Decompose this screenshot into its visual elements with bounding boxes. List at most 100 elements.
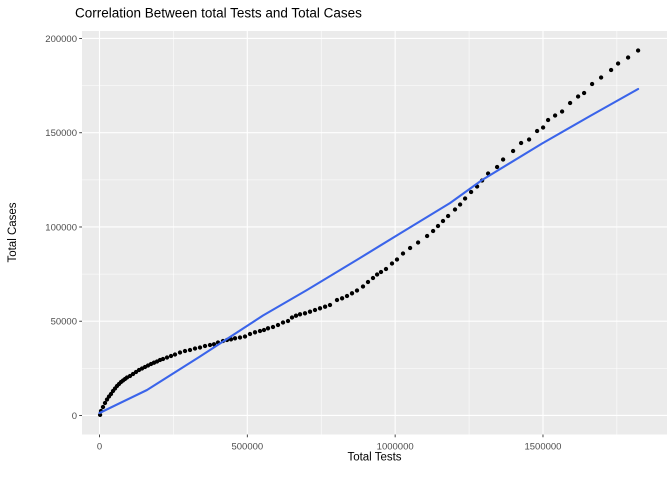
scatter-point (430, 228, 436, 234)
scatter-point (339, 296, 345, 301)
axis-tick-labels: 0 500000 1000000 1500000 0 50000 100000 150000 2… (45, 34, 561, 453)
y-axis-title: Total Cases (7, 202, 19, 262)
scatter-point (197, 345, 203, 350)
scatter-point (598, 75, 604, 80)
scatter-point (247, 331, 253, 337)
x-tick-label: 1000000 (377, 442, 414, 453)
scatter-point (275, 322, 281, 328)
scatter-point (354, 288, 360, 293)
scatter-point (344, 293, 350, 299)
scatter-points-layer (97, 48, 641, 418)
scatter-point (370, 275, 376, 281)
scatter-point (510, 148, 516, 154)
scatter-point (435, 223, 441, 229)
scatter-point (172, 352, 178, 357)
scatter-point (164, 355, 170, 360)
scatter-point (500, 157, 506, 162)
scatter-point (383, 266, 389, 272)
scatter-point (625, 55, 631, 60)
smooth-line-layer (98, 87, 640, 415)
scatter-point (202, 343, 208, 349)
scatter-point (457, 202, 463, 207)
y-tick-label: 50000 (51, 317, 77, 328)
scatter-point (302, 311, 308, 316)
scatter-point (265, 326, 271, 331)
scatter-point (182, 348, 188, 354)
scatter-point (545, 117, 551, 123)
scatter-point (289, 315, 295, 320)
scatter-point (452, 207, 458, 212)
major-gridlines (82, 31, 667, 435)
scatter-point (242, 334, 248, 339)
y-tick-label: 0 (72, 411, 77, 422)
smooth-line (98, 87, 640, 415)
scatter-point (285, 318, 291, 324)
scatter-point (280, 320, 286, 325)
scatter-point (635, 48, 641, 53)
y-tick-label: 200000 (45, 34, 77, 45)
scatter-point (360, 284, 366, 289)
scatter-point (322, 304, 328, 309)
x-axis-title: Total Tests (347, 452, 401, 464)
chart-title: Correlation Between total Tests and Tota… (75, 6, 362, 21)
scatter-point (581, 90, 587, 96)
scatter-point (374, 272, 380, 277)
scatter-point (559, 109, 565, 114)
scatter-point (187, 347, 193, 353)
scatter-point (440, 218, 446, 224)
scatter-point (334, 297, 340, 303)
scatter-point (232, 336, 238, 341)
scatter-point (207, 342, 213, 348)
scatter-point (312, 307, 318, 313)
scatter-point (327, 302, 333, 308)
scatter-point (307, 309, 313, 314)
y-tick-label: 150000 (45, 128, 77, 139)
scatter-point (252, 330, 258, 335)
scatter-point (102, 400, 108, 406)
scatter-point (526, 137, 532, 142)
plot-panel (82, 31, 667, 435)
scatter-point (237, 335, 243, 340)
scatter-point (589, 81, 595, 87)
scatter-point (394, 257, 400, 262)
scatter-point (400, 251, 406, 256)
scatter-point (211, 342, 217, 347)
scatter-point (608, 67, 614, 73)
scatter-point (168, 353, 174, 359)
x-tick-label: 500000 (231, 442, 263, 453)
scatter-point (261, 327, 267, 333)
x-tick-label: 0 (97, 442, 102, 453)
scatter-point (407, 245, 413, 251)
scatter-point (293, 313, 299, 318)
scatter-point (575, 94, 581, 99)
scatter-point (540, 125, 546, 130)
scatter-point (160, 356, 166, 362)
scatter-point (567, 100, 573, 106)
scatter-point (378, 269, 384, 275)
scatter-point (177, 350, 183, 355)
scatter-point (534, 128, 540, 134)
scatter-point (389, 261, 395, 266)
x-tick-label: 1500000 (524, 442, 561, 453)
scatter-point (424, 233, 430, 239)
scatter-point (297, 312, 303, 317)
scatter-point (552, 113, 558, 118)
scatter-point (462, 196, 468, 201)
scatter-point (192, 346, 198, 351)
scatter-point (317, 306, 323, 311)
scatter-point (518, 140, 524, 146)
scatter-point (257, 328, 263, 334)
scatter-point (415, 240, 421, 245)
scatter-point (615, 61, 621, 66)
scatter-point (349, 291, 355, 296)
scatter-point (468, 189, 474, 195)
y-tick-label: 100000 (45, 222, 77, 233)
scatter-point (445, 213, 451, 219)
axis-tick-marks (79, 38, 544, 438)
scatter-point (270, 324, 276, 330)
scatter-point (100, 404, 106, 410)
scatter-point (365, 279, 371, 285)
scatter-point (494, 164, 500, 170)
